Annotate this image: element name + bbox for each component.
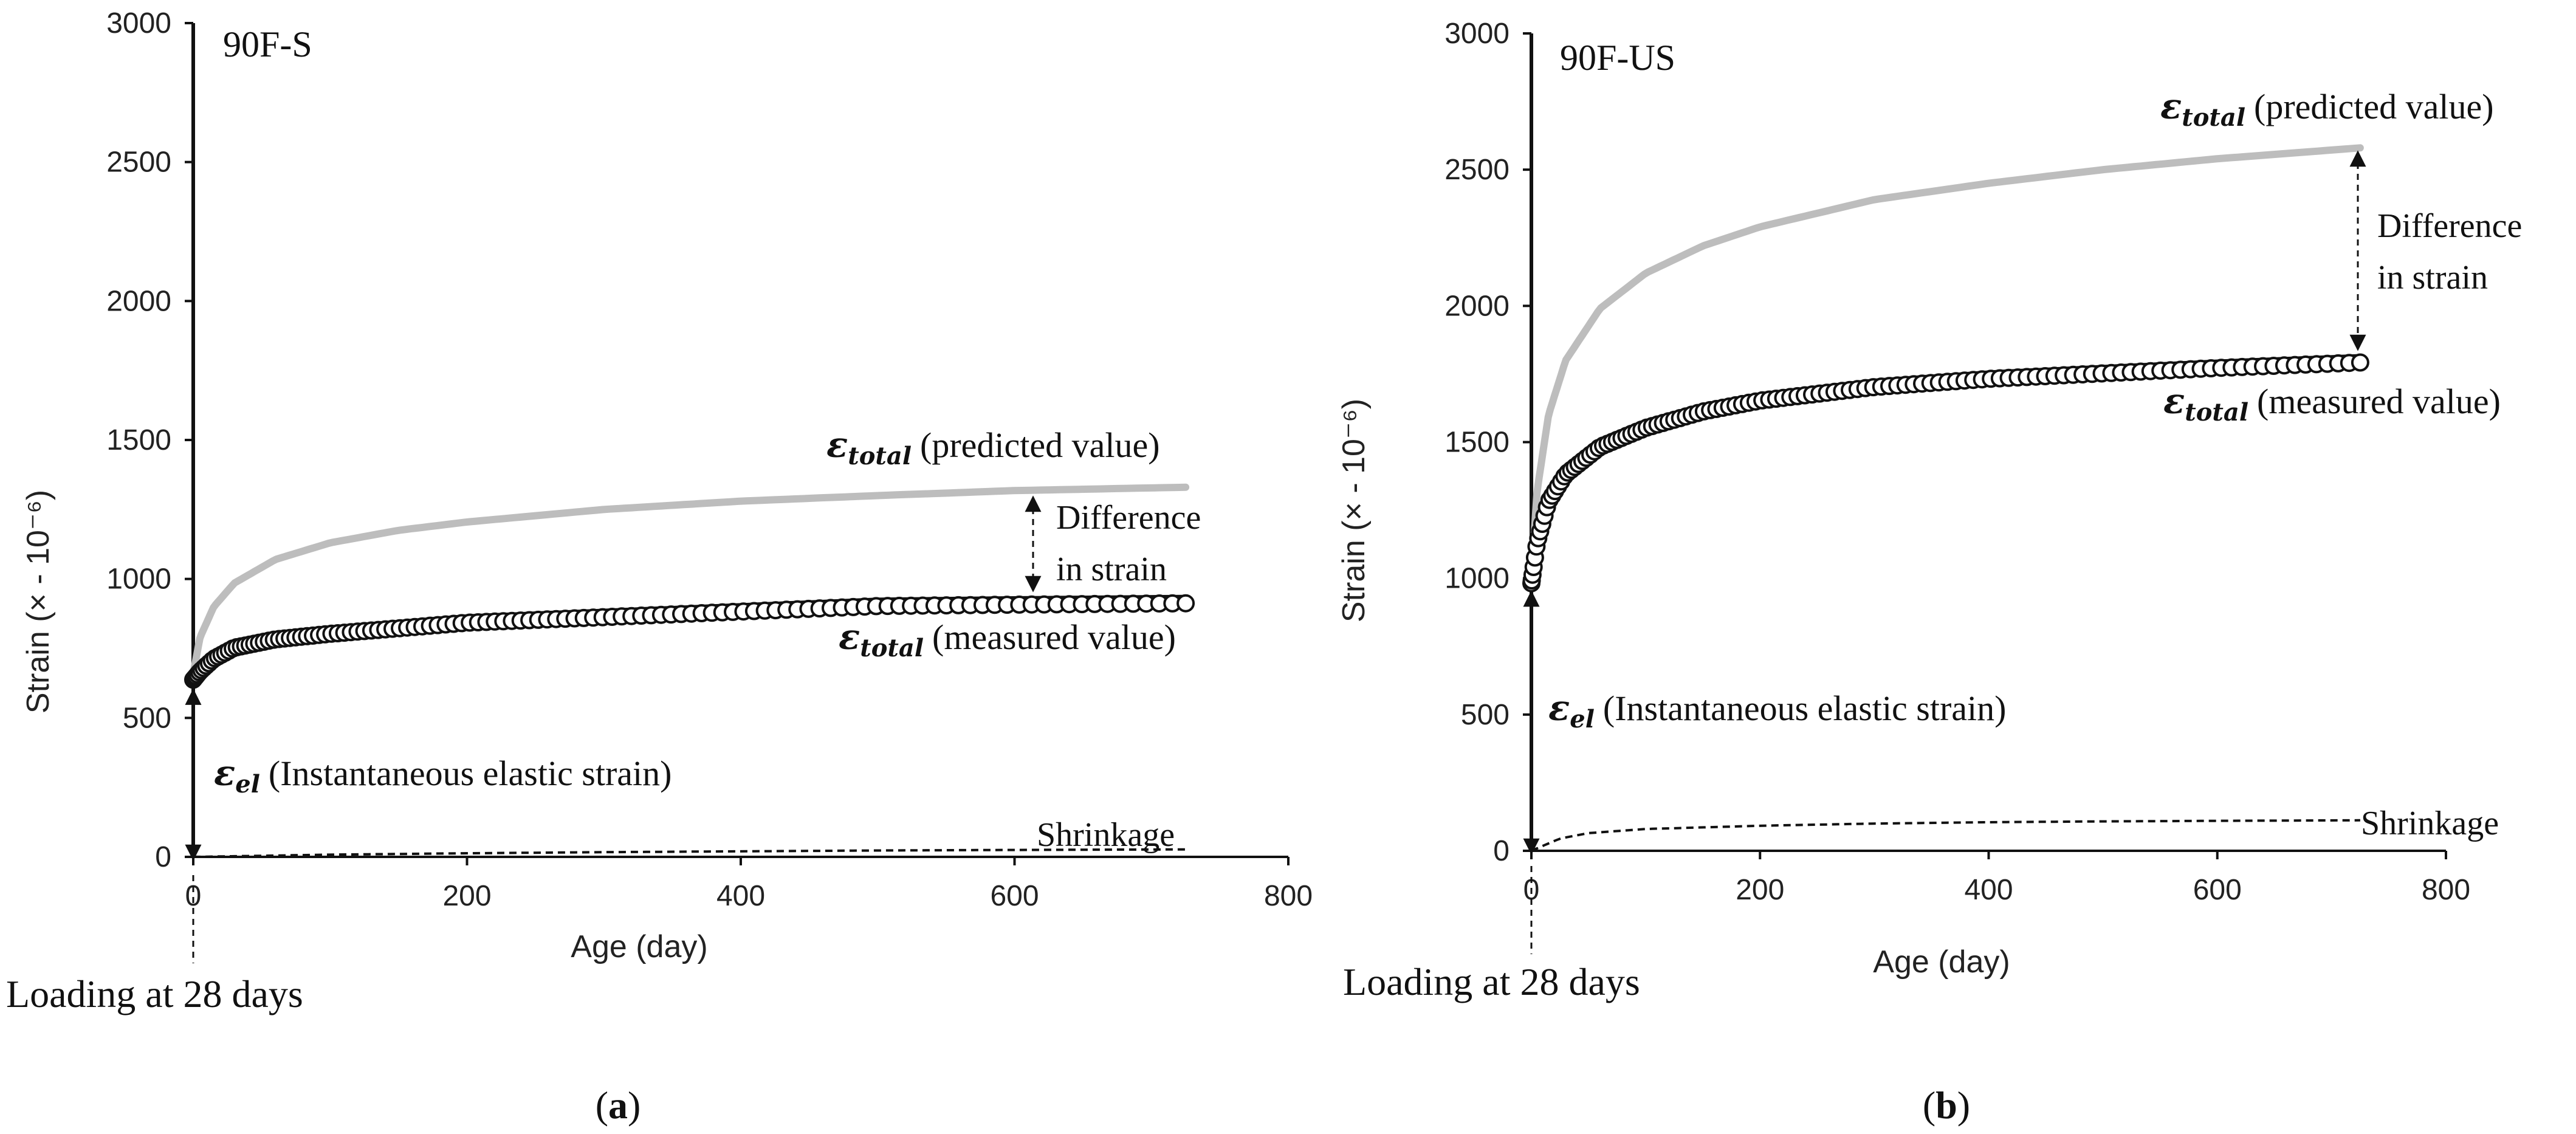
- x-tick-label-a: 800: [1264, 880, 1313, 912]
- series-shrinkage-line-b: [1531, 819, 2360, 852]
- difference-label-b-1: Difference: [2377, 207, 2522, 245]
- x-tick-label-a: 600: [990, 880, 1039, 912]
- y-tick-label-b: 2500: [1444, 154, 1510, 186]
- y-tick-label-a: 1000: [106, 563, 171, 596]
- y-tick-label-b: 3000: [1444, 18, 1510, 50]
- y-tick-label-b: 1500: [1444, 427, 1510, 459]
- chart-title-a: 90F-S: [223, 24, 312, 64]
- x-axis-label-b: Age (day): [1873, 944, 2010, 980]
- y-tick-label-a: 1500: [106, 424, 171, 456]
- measured-label-b: εtotal (measured value): [2163, 380, 2501, 427]
- measured-label-a: εtotal (measured value): [839, 616, 1176, 662]
- y-axis-title-a: Strain (× - 10⁻⁶): [21, 490, 56, 713]
- y-tick-label-a: 2500: [106, 146, 171, 179]
- elastic-label-a: εel (Instantaneous elastic strain): [214, 752, 671, 799]
- elastic-label-b: εel (Instantaneous elastic strain): [1548, 687, 2006, 734]
- x-tick-label-a: 400: [716, 880, 765, 912]
- predicted-label-a: εtotal (predicted value): [826, 424, 1160, 470]
- x-tick-label-a: 0: [185, 880, 202, 912]
- difference-label-a-2: in strain: [1056, 551, 1167, 588]
- y-tick-label-a: 500: [123, 702, 171, 734]
- series-predicted-line-b: [1528, 144, 2364, 582]
- x-axis-label-a: Age (day): [571, 929, 707, 964]
- x-tick-label-b: 200: [1736, 874, 1784, 906]
- panel-b: Strain (× - 10⁻⁶) Age (day) 90F-US 0 500 1…: [1336, 18, 2522, 1127]
- loading-label-a: Loading at 28 days: [6, 972, 303, 1015]
- series-predicted-line-a: [190, 483, 1190, 678]
- panel-label-b: (b): [1923, 1084, 1970, 1127]
- y-tick-label-b: 0: [1493, 835, 1510, 867]
- y-tick-label-a: 2000: [106, 285, 171, 317]
- loading-label-b: Loading at 28 days: [1343, 960, 1640, 1003]
- shrinkage-label-b: Shrinkage: [2361, 805, 2499, 842]
- panel-label-a: (a): [596, 1084, 641, 1127]
- y-tick-label-b: 2000: [1444, 290, 1510, 322]
- predicted-label-b: εtotal (predicted value): [2160, 86, 2494, 132]
- measured-point-b: [2351, 353, 2369, 372]
- difference-label-a-1: Difference: [1056, 499, 1201, 537]
- y-tick-label-a: 3000: [106, 7, 171, 40]
- difference-label-b-2: in strain: [2377, 259, 2488, 297]
- x-tick-label-b: 800: [2422, 874, 2470, 906]
- x-tick-label-b: 400: [1964, 874, 2013, 906]
- y-axis-label-b: Strain (× - 10⁻⁶): [1336, 399, 1372, 622]
- x-tick-label-a: 200: [442, 880, 491, 912]
- y-axis-label-a: Strain (× - 10⁻⁶): [21, 490, 56, 713]
- y-tick-label-b: 1000: [1444, 563, 1510, 595]
- shrinkage-label-a: Shrinkage: [1037, 816, 1175, 854]
- x-tick-label-b: 600: [2193, 874, 2242, 906]
- chart-title-b: 90F-US: [1560, 38, 1675, 78]
- y-tick-label-b: 500: [1461, 699, 1510, 731]
- y-tick-label-a: 0: [155, 841, 171, 873]
- panel-a: Strain (× - 10⁻⁶) Age (day) 90F-S 0 500 10…: [6, 7, 1313, 1127]
- measured-point-a: [1176, 594, 1195, 613]
